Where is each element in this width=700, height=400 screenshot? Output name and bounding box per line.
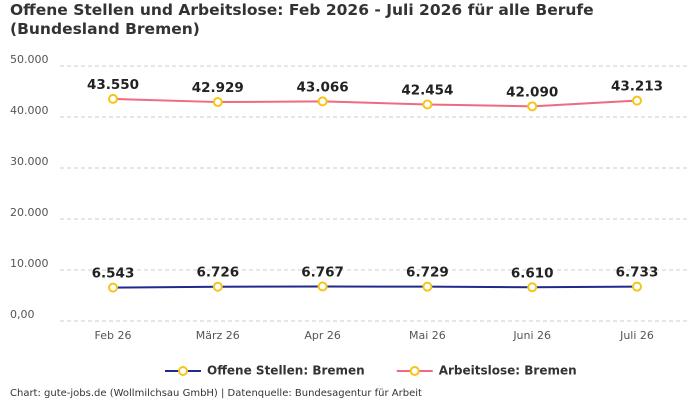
data-label: 6.733 — [616, 265, 659, 281]
y-tick-label: 20.000 — [10, 206, 49, 219]
data-label: 6.610 — [511, 265, 554, 281]
point-marker — [422, 281, 433, 292]
series-line — [112, 97, 638, 108]
y-tick-label: 30.000 — [10, 155, 49, 168]
series-line — [112, 285, 638, 289]
point-marker — [317, 96, 328, 107]
chart-title: Offene Stellen und Arbeitslose: Feb 2026… — [10, 1, 594, 38]
y-tick-label: 50.000 — [10, 53, 49, 66]
legend-label: Arbeitslose: Bremen — [439, 364, 577, 378]
point-marker — [317, 281, 328, 292]
data-label: 42.454 — [401, 82, 453, 98]
data-label: 43.066 — [297, 79, 349, 95]
x-tick-label: Apr 26 — [304, 329, 341, 342]
point-marker — [527, 101, 538, 112]
point-marker — [632, 281, 642, 292]
y-tick-label: 0,00 — [10, 308, 35, 321]
x-tick-label: Mai 26 — [409, 329, 446, 342]
y-tick-label: 40.000 — [10, 104, 49, 117]
data-label: 42.090 — [506, 84, 558, 100]
x-tick-label: Juni 26 — [512, 329, 551, 342]
legend-marker — [409, 366, 420, 376]
x-tick-label: Juli 26 — [619, 329, 654, 342]
x-tick-label: Feb 26 — [95, 329, 132, 342]
point-marker — [108, 282, 118, 293]
legend-label: Offene Stellen: Bremen — [207, 364, 365, 378]
point-marker — [108, 93, 118, 104]
point-marker — [212, 97, 223, 108]
legend-marker — [178, 366, 188, 376]
data-label: 43.213 — [611, 79, 663, 95]
data-label: 6.767 — [301, 264, 344, 280]
point-marker — [527, 282, 538, 293]
point-marker — [422, 99, 433, 110]
data-label: 6.726 — [196, 265, 239, 281]
x-tick-label: März 26 — [196, 329, 240, 342]
data-label: 6.729 — [406, 265, 449, 281]
source: Chart: gute-jobs.de (Wollmilchsau GmbH) … — [10, 388, 422, 399]
data-label: 43.550 — [87, 77, 139, 93]
data-label: 6.543 — [92, 266, 135, 282]
y-tick-label: 10.000 — [10, 257, 49, 270]
point-marker — [212, 281, 223, 292]
point-marker — [632, 95, 642, 106]
data-label: 42.929 — [192, 80, 244, 96]
